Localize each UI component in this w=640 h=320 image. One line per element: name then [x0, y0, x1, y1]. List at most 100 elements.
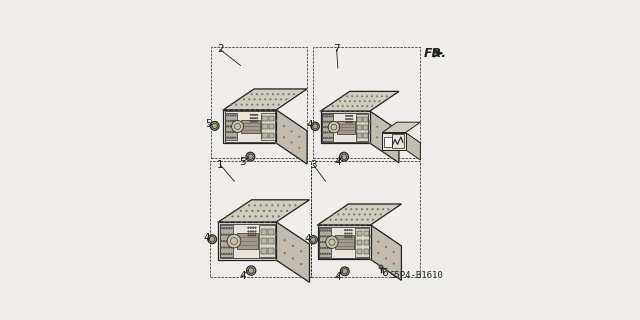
Polygon shape — [382, 132, 406, 150]
Text: 5: 5 — [205, 119, 212, 129]
Polygon shape — [276, 110, 307, 164]
Circle shape — [284, 240, 285, 241]
Circle shape — [311, 122, 319, 131]
Polygon shape — [335, 235, 354, 249]
Circle shape — [230, 137, 231, 138]
Circle shape — [313, 124, 317, 129]
Polygon shape — [356, 249, 362, 254]
Polygon shape — [337, 121, 355, 133]
Circle shape — [352, 122, 353, 123]
Polygon shape — [356, 240, 362, 245]
Polygon shape — [382, 122, 420, 132]
Circle shape — [228, 247, 230, 248]
Circle shape — [340, 267, 349, 276]
Circle shape — [235, 126, 236, 127]
Text: 7: 7 — [333, 44, 340, 54]
Circle shape — [295, 205, 296, 206]
Circle shape — [342, 268, 348, 274]
Circle shape — [324, 242, 326, 243]
Polygon shape — [357, 117, 362, 122]
Polygon shape — [262, 124, 268, 129]
Circle shape — [320, 230, 321, 231]
Polygon shape — [357, 133, 362, 138]
Circle shape — [284, 252, 285, 253]
Circle shape — [248, 231, 249, 232]
Circle shape — [246, 152, 255, 161]
Polygon shape — [321, 111, 370, 143]
Circle shape — [260, 205, 261, 206]
Circle shape — [292, 271, 293, 272]
Circle shape — [340, 152, 348, 161]
Polygon shape — [225, 113, 237, 140]
Text: 4: 4 — [334, 157, 340, 167]
Circle shape — [320, 253, 321, 254]
Circle shape — [221, 234, 222, 235]
Circle shape — [232, 121, 244, 132]
Polygon shape — [364, 249, 369, 254]
Circle shape — [228, 253, 230, 254]
Polygon shape — [261, 113, 275, 140]
Polygon shape — [261, 229, 267, 235]
Polygon shape — [218, 222, 276, 260]
Circle shape — [226, 120, 227, 121]
Circle shape — [323, 116, 324, 117]
Text: 4: 4 — [204, 234, 210, 244]
Circle shape — [310, 237, 316, 242]
Circle shape — [235, 137, 236, 138]
Circle shape — [349, 236, 350, 237]
Polygon shape — [269, 116, 275, 121]
Circle shape — [325, 132, 326, 133]
Circle shape — [231, 234, 232, 235]
Polygon shape — [262, 116, 268, 121]
Circle shape — [250, 235, 251, 236]
Circle shape — [323, 121, 324, 122]
Circle shape — [232, 126, 234, 127]
Circle shape — [230, 115, 231, 116]
Text: 4: 4 — [307, 120, 313, 130]
Polygon shape — [364, 117, 368, 122]
Polygon shape — [406, 132, 420, 160]
Circle shape — [349, 233, 350, 234]
Polygon shape — [261, 238, 267, 244]
Circle shape — [226, 126, 227, 127]
Circle shape — [226, 228, 227, 229]
Circle shape — [223, 247, 225, 248]
Circle shape — [345, 233, 346, 234]
Polygon shape — [319, 228, 331, 257]
Polygon shape — [218, 200, 310, 222]
Circle shape — [232, 115, 234, 116]
Polygon shape — [241, 120, 260, 133]
Polygon shape — [269, 132, 275, 138]
Circle shape — [226, 137, 227, 138]
Circle shape — [326, 236, 338, 248]
Circle shape — [230, 126, 231, 127]
Polygon shape — [262, 132, 268, 138]
Circle shape — [232, 120, 234, 121]
Circle shape — [250, 227, 251, 228]
Polygon shape — [364, 125, 368, 130]
Circle shape — [228, 234, 230, 235]
Circle shape — [223, 241, 225, 242]
Circle shape — [226, 247, 227, 248]
Circle shape — [324, 230, 326, 231]
Circle shape — [289, 205, 290, 206]
Circle shape — [248, 268, 254, 273]
Circle shape — [292, 258, 293, 259]
Circle shape — [208, 235, 216, 244]
Circle shape — [221, 241, 222, 242]
Polygon shape — [223, 110, 276, 143]
Polygon shape — [364, 240, 369, 245]
Circle shape — [350, 122, 351, 123]
Polygon shape — [269, 248, 274, 254]
Polygon shape — [276, 222, 310, 282]
Circle shape — [221, 247, 222, 248]
Text: 1: 1 — [217, 160, 223, 170]
Polygon shape — [321, 92, 399, 111]
Text: 2: 2 — [217, 44, 223, 54]
Circle shape — [347, 236, 348, 237]
Circle shape — [327, 230, 328, 231]
Circle shape — [230, 120, 231, 121]
Circle shape — [341, 154, 347, 159]
Circle shape — [320, 242, 321, 243]
Circle shape — [327, 253, 328, 254]
